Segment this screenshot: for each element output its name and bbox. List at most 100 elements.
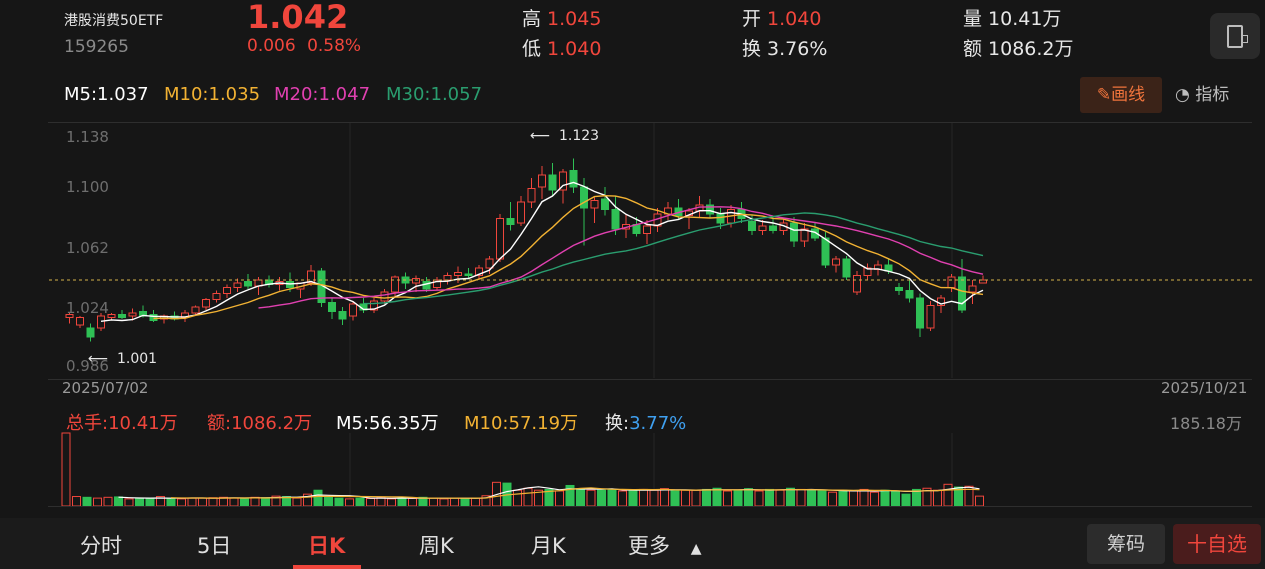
- candle-body: [916, 297, 924, 329]
- volume-bar: [271, 495, 281, 507]
- candle-body: [538, 174, 546, 188]
- high-stat: 高 1.045: [522, 4, 601, 31]
- add-favorite-button[interactable]: 十自选: [1173, 524, 1261, 564]
- candle-body: [65, 314, 74, 318]
- volume-m10: M10:57.19万: [464, 413, 579, 434]
- tab-week-k[interactable]: 周K: [419, 534, 454, 558]
- volume-bar: [964, 485, 974, 507]
- candle-body: [475, 267, 483, 276]
- tab-5day[interactable]: 5日: [197, 534, 232, 558]
- candle-body: [244, 281, 252, 287]
- tab-day-k[interactable]: 日K: [308, 534, 346, 558]
- low-marker-value: 1.001: [116, 351, 158, 367]
- candle-body: [496, 218, 504, 260]
- volume-bar: [334, 497, 344, 507]
- candle-body: [548, 174, 557, 191]
- candle-body: [443, 275, 452, 281]
- volume-turnover-label: 换:: [605, 413, 630, 434]
- volume-bar: [93, 497, 102, 507]
- phone-rotate-icon: [1227, 25, 1248, 48]
- ma20-line: [258, 206, 984, 309]
- chips-button[interactable]: 筹码: [1087, 524, 1165, 564]
- volume-bar: [754, 490, 764, 507]
- tab-more-label: 更多: [628, 534, 670, 558]
- volume-bar: [618, 490, 627, 507]
- candle-body: [233, 282, 242, 288]
- candle-body: [979, 279, 987, 284]
- ma10-label: M10:1.035: [164, 84, 261, 105]
- active-tab-indicator: [293, 565, 361, 569]
- volume-panel[interactable]: [48, 432, 1252, 507]
- ma30-line: [363, 212, 984, 305]
- candle-body: [590, 200, 599, 209]
- low-stat: 低 1.040: [522, 34, 601, 61]
- start-date: 2025/07/02: [62, 379, 149, 397]
- candle-body: [758, 225, 767, 231]
- volume-max-label: 185.18万: [1170, 414, 1242, 433]
- volume-bar: [565, 484, 575, 507]
- y-label-1: 1.138: [66, 128, 109, 146]
- candle-body: [191, 306, 200, 314]
- candle-body: [601, 198, 609, 210]
- candle-body: [748, 221, 756, 231]
- kline-panel[interactable]: [48, 122, 1252, 380]
- candle-body: [895, 287, 903, 291]
- volume-bar: [156, 496, 165, 507]
- turnover-stat: 换 3.76%: [742, 34, 827, 61]
- y-label-3: 1.062: [66, 239, 109, 257]
- candle-body: [97, 315, 105, 329]
- volume-bar: [870, 491, 879, 507]
- gauge-icon: ◔: [1175, 85, 1190, 105]
- volume-bar: [828, 491, 837, 507]
- tab-fenshi[interactable]: 分时: [80, 534, 122, 558]
- landscape-toggle-button[interactable]: [1210, 13, 1260, 59]
- volume-bar: [817, 490, 827, 507]
- tab-month-k[interactable]: 月K: [531, 534, 566, 558]
- fund-code: 159265: [64, 37, 129, 57]
- candle-body: [811, 228, 819, 239]
- open-value: 1.040: [767, 8, 822, 30]
- candle-body: [307, 270, 315, 284]
- volume-bar: [72, 496, 81, 507]
- candle-body: [433, 279, 441, 288]
- tab-more[interactable]: 更多 ▲: [628, 530, 701, 560]
- candle-body: [800, 228, 809, 242]
- candle-body: [349, 303, 357, 317]
- indicator-label: 指标: [1195, 85, 1230, 105]
- candle-body: [212, 293, 221, 300]
- candle-body: [380, 291, 389, 302]
- high-marker: ⟵ 1.123: [530, 128, 600, 144]
- volume-bar: [103, 496, 113, 507]
- candle-body: [223, 287, 231, 294]
- volume-bar: [114, 496, 123, 507]
- candle-body: [958, 276, 966, 311]
- price-change: 0.006 0.58%: [247, 36, 361, 56]
- candle-body: [926, 305, 935, 329]
- low-marker: ⟵ 1.001: [88, 351, 158, 367]
- volume-bar: [82, 496, 92, 507]
- ma10-line: [153, 194, 984, 320]
- high-marker-value: 1.123: [558, 128, 600, 144]
- indicator-button[interactable]: ◔ 指标: [1175, 80, 1229, 105]
- candle-body: [107, 314, 116, 318]
- candle-body: [118, 314, 126, 318]
- end-date: 2025/10/21: [1161, 379, 1248, 397]
- volume-total: 总手:10.41万: [66, 413, 178, 434]
- candle-body: [769, 225, 777, 231]
- ma5-label: M5:1.037: [64, 84, 149, 105]
- volume-bar: [670, 490, 680, 507]
- candle-body: [86, 327, 95, 338]
- draw-line-button[interactable]: ✎画线: [1080, 77, 1162, 113]
- candle-body: [128, 312, 137, 317]
- candle-body: [391, 276, 399, 293]
- volume-stat: 量 10.41万: [963, 4, 1061, 31]
- candle-body: [527, 188, 536, 203]
- candle-body: [611, 209, 620, 230]
- amount-stat: 额 1086.2万: [963, 34, 1074, 61]
- candle-body: [716, 213, 725, 224]
- volume-m5: M5:56.35万: [336, 413, 439, 434]
- candle-body: [338, 311, 347, 320]
- volume-bar: [954, 486, 963, 507]
- candle-body: [76, 317, 84, 326]
- candle-body: [454, 272, 462, 276]
